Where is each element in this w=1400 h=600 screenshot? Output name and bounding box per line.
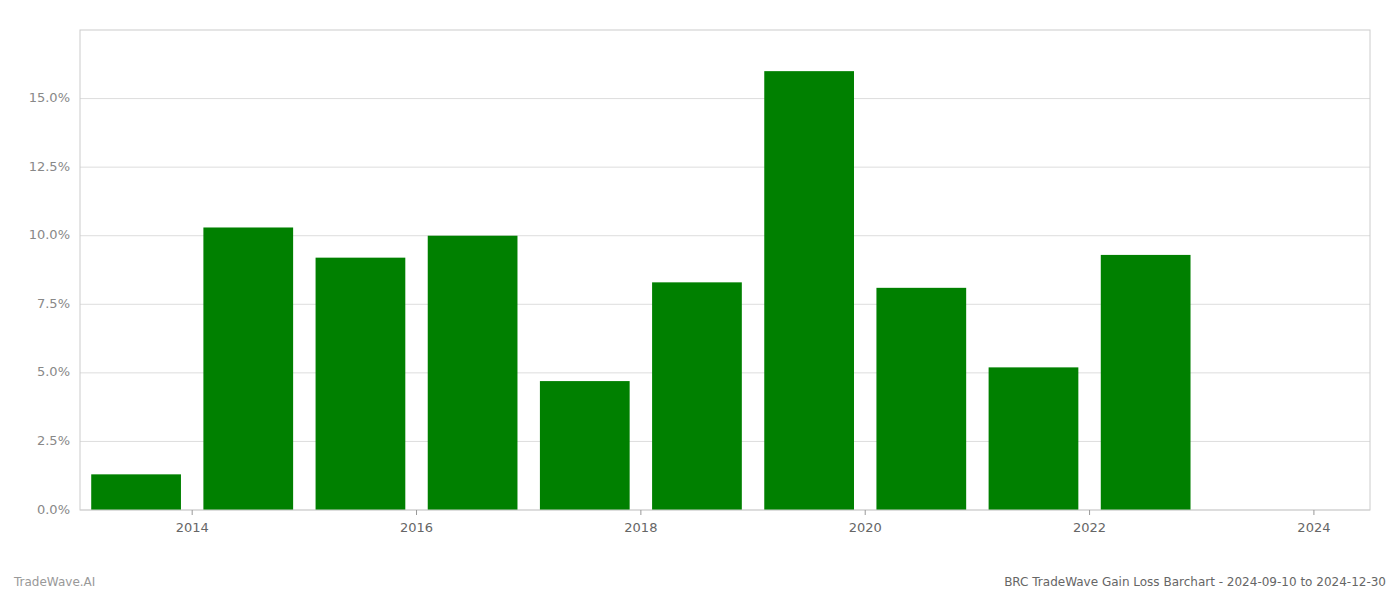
bar bbox=[764, 71, 854, 510]
footer-left: TradeWave.AI bbox=[13, 575, 95, 589]
bar bbox=[652, 282, 742, 510]
x-tick bbox=[865, 510, 866, 515]
y-tick-label: 2.5% bbox=[37, 433, 70, 448]
footer-right: BRC TradeWave Gain Loss Barchart - 2024-… bbox=[1004, 575, 1386, 589]
bar bbox=[203, 227, 293, 510]
x-tick bbox=[416, 510, 417, 515]
bar bbox=[428, 236, 518, 510]
plot-frame bbox=[80, 30, 1370, 510]
x-tick bbox=[1313, 510, 1314, 515]
bar bbox=[1101, 255, 1191, 510]
y-tick-label: 10.0% bbox=[29, 227, 70, 242]
x-tick bbox=[192, 510, 193, 515]
x-tick bbox=[640, 510, 641, 515]
chart-container: 0.0% 2.5% 5.0% 7.5% 10.0% 12.5% 15.0% 2014 2016 2… bbox=[0, 0, 1400, 600]
grid-line bbox=[80, 167, 1370, 168]
bar bbox=[876, 288, 966, 510]
y-tick-label: 7.5% bbox=[37, 296, 70, 311]
y-tick-label: 5.0% bbox=[37, 364, 70, 379]
bar bbox=[540, 381, 630, 510]
bar bbox=[91, 474, 181, 510]
y-tick-label: 0.0% bbox=[37, 502, 70, 517]
background bbox=[0, 0, 1400, 600]
x-tick-label: 2016 bbox=[400, 520, 433, 535]
y-tick-label: 15.0% bbox=[29, 90, 70, 105]
x-tick-label: 2014 bbox=[176, 520, 209, 535]
bars bbox=[91, 71, 1190, 510]
x-tick-label: 2022 bbox=[1073, 520, 1106, 535]
y-tick-label: 12.5% bbox=[29, 159, 70, 174]
x-tick bbox=[1089, 510, 1090, 515]
bar bbox=[989, 367, 1079, 510]
chart: 0.0% 2.5% 5.0% 7.5% 10.0% 12.5% 15.0% 2014 2016 2… bbox=[0, 0, 1400, 600]
y-grid bbox=[80, 99, 1370, 510]
x-tick-label: 2018 bbox=[624, 520, 657, 535]
x-tick-label: 2024 bbox=[1297, 520, 1330, 535]
x-tick-label: 2020 bbox=[849, 520, 882, 535]
bar bbox=[316, 258, 406, 510]
grid-line bbox=[80, 98, 1370, 99]
